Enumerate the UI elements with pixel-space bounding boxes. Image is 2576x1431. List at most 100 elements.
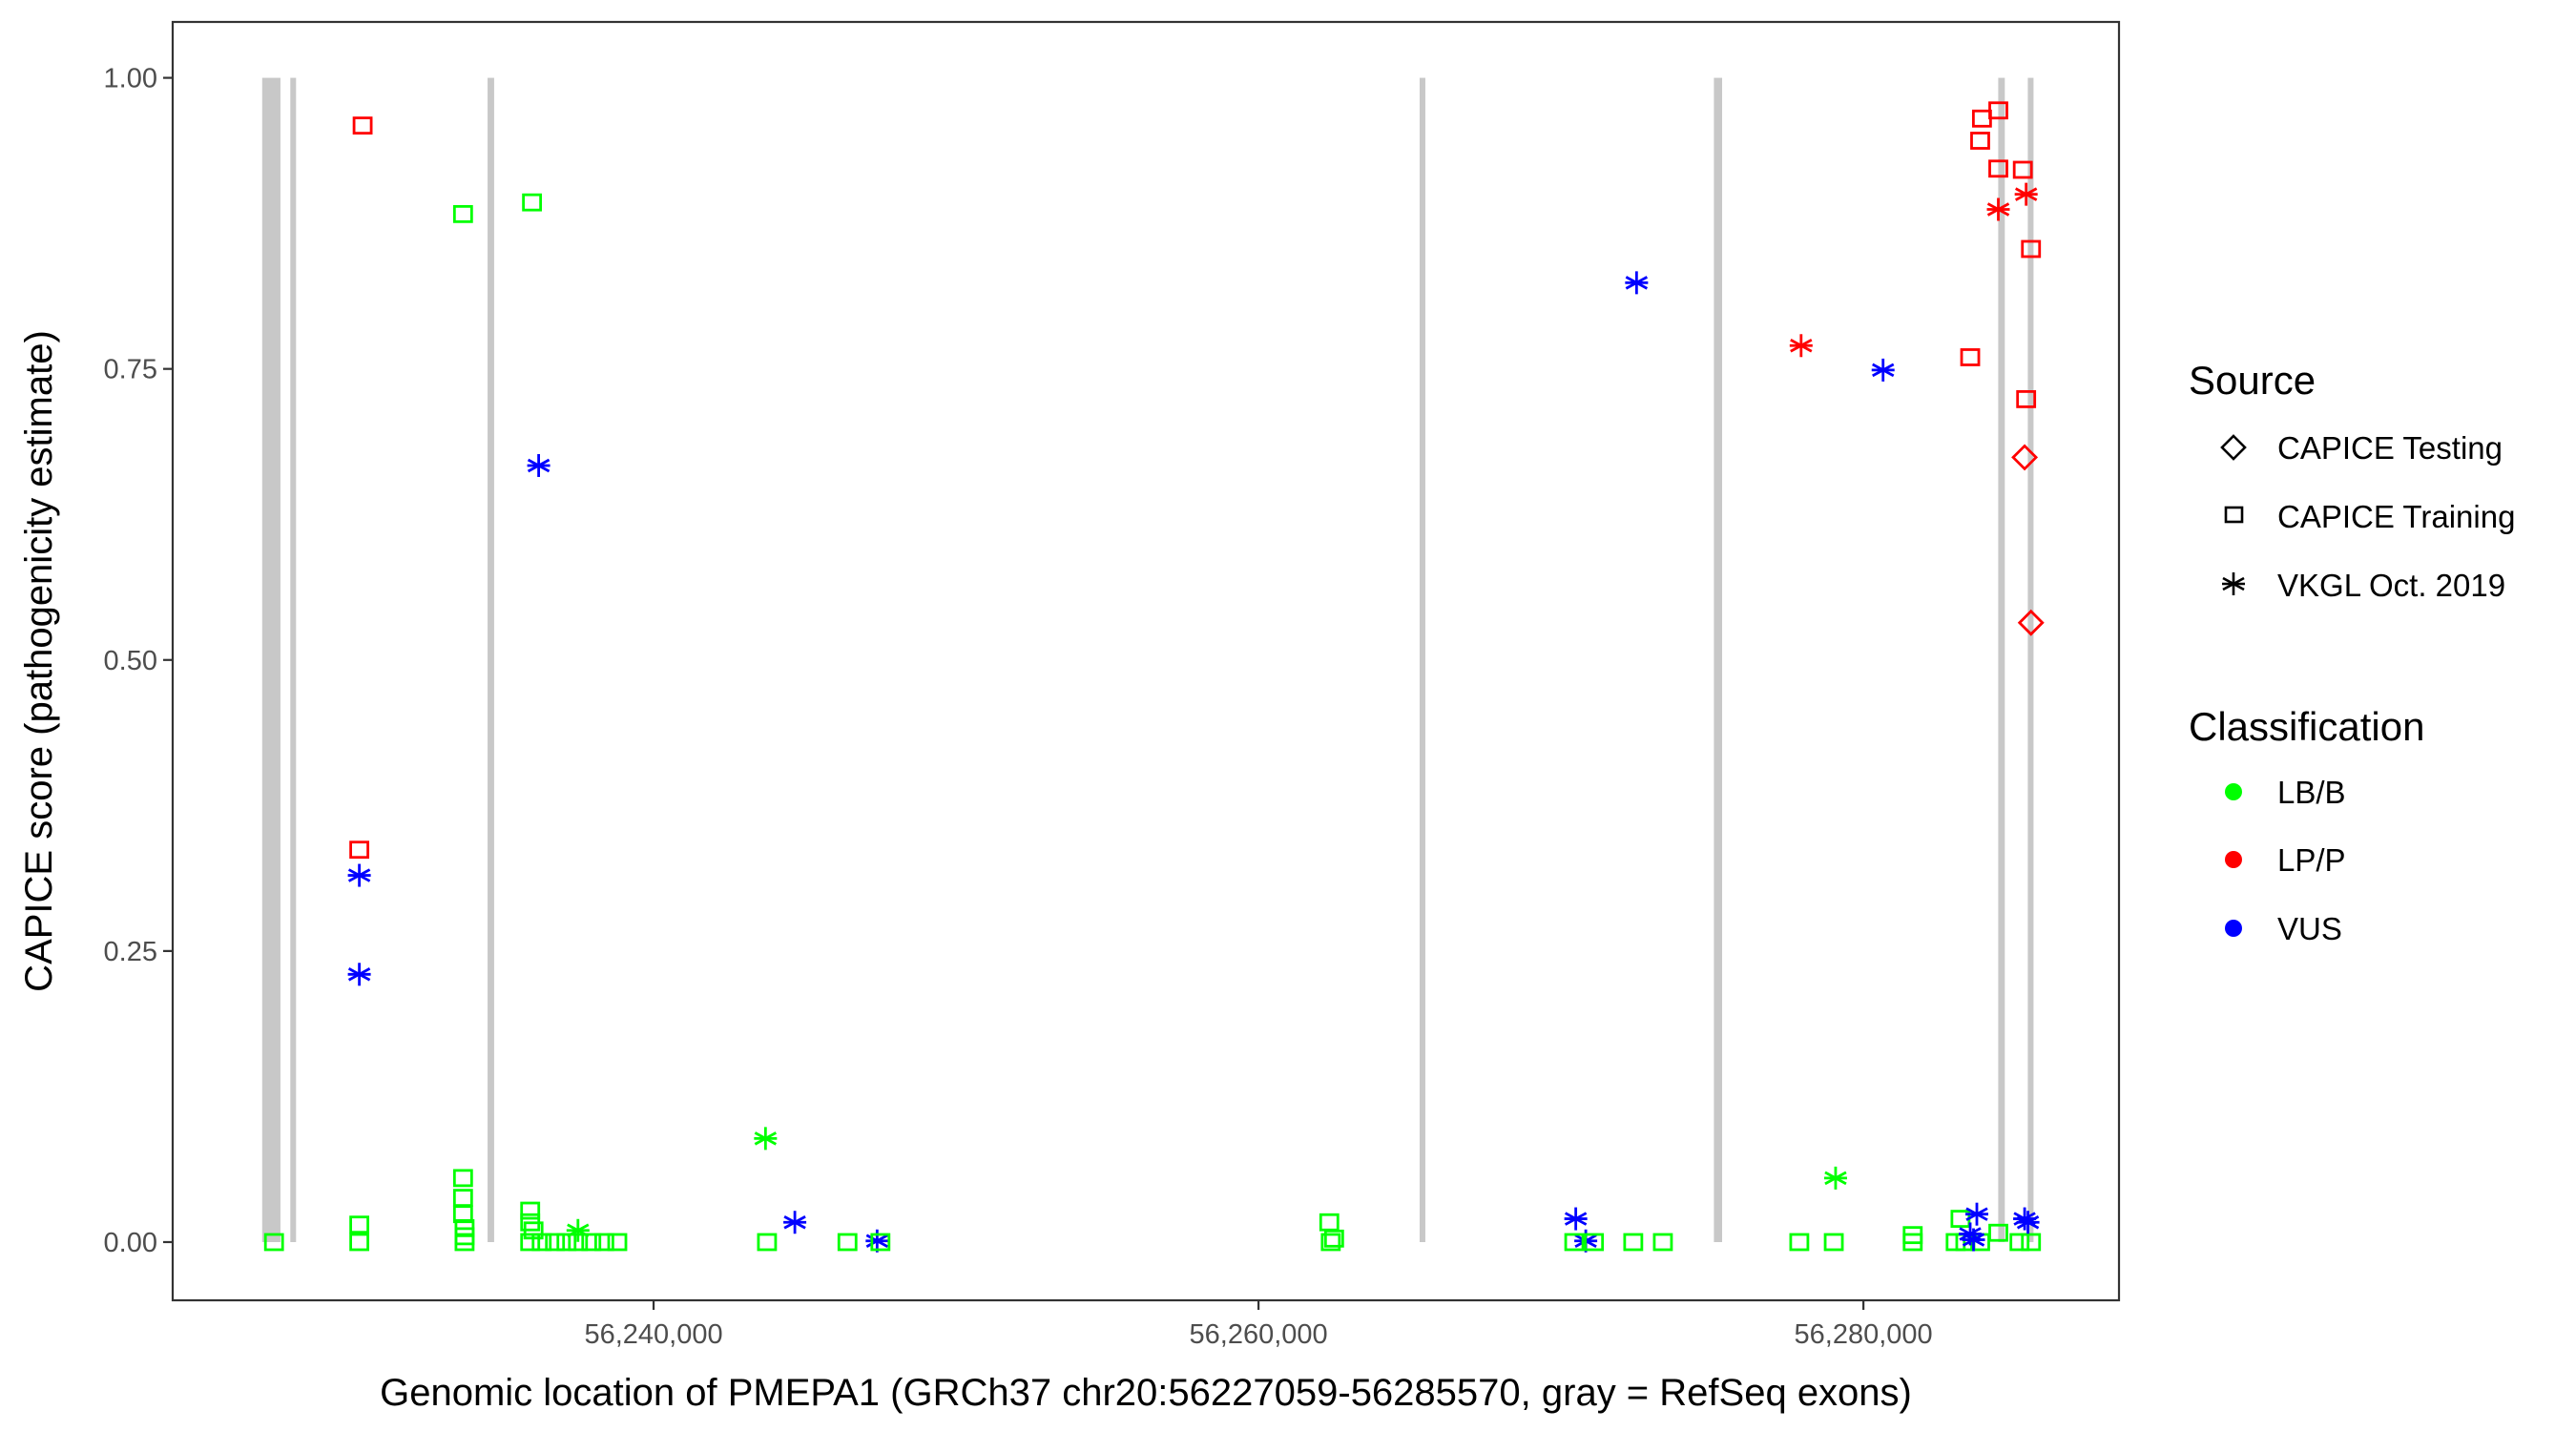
point-square — [1988, 101, 2008, 120]
point-square — [2009, 1233, 2030, 1252]
point-square — [520, 1201, 541, 1220]
point-square — [568, 1233, 589, 1252]
point-square — [349, 1215, 369, 1234]
exon-band — [1998, 77, 2005, 1242]
y-tick-label: 0.00 — [104, 1228, 157, 1258]
diamond-icon — [2220, 434, 2247, 461]
point-square — [352, 116, 373, 135]
point-square — [531, 1233, 552, 1252]
legend-item-vus: VUS — [2225, 911, 2342, 946]
legend-label: CAPICE Testing — [2277, 430, 2503, 466]
plot-frame — [171, 20, 2121, 1302]
legend-item-capice-training: CAPICE Training — [2224, 499, 2515, 534]
point-square — [1988, 1223, 2008, 1242]
point-asterisk — [754, 1127, 778, 1151]
point-square — [1960, 348, 1981, 366]
legend-classification: Classification LB/B LP/P VUS — [2189, 704, 2424, 946]
asterisk-icon — [2222, 572, 2245, 595]
green-dot-icon — [2225, 783, 2242, 800]
point-asterisk — [527, 453, 551, 477]
point-square — [263, 1233, 284, 1252]
point-square — [593, 1233, 614, 1252]
exon-band — [290, 77, 297, 1242]
x-tick-label: 56,280,000 — [1795, 1319, 1933, 1350]
legend-item-capice-testing: CAPICE Testing — [2220, 430, 2503, 466]
point-square — [2012, 160, 2033, 179]
legend-source-title: Source — [2189, 358, 2316, 403]
point-asterisk — [1823, 1166, 1847, 1190]
y-tick-label: 1.00 — [104, 64, 157, 94]
point-square — [607, 1233, 628, 1252]
point-square — [454, 1233, 475, 1252]
legend-item-lb-b: LB/B — [2225, 775, 2346, 810]
exon-band — [1419, 77, 1425, 1242]
y-tick-label: 0.25 — [104, 937, 157, 967]
point-square — [2016, 390, 2037, 408]
point-square — [1584, 1233, 1605, 1252]
point-asterisk — [1564, 1207, 1588, 1231]
point-asterisk — [865, 1229, 889, 1253]
point-square — [556, 1233, 577, 1252]
exon-band — [1714, 77, 1723, 1242]
point-square — [1323, 1229, 1344, 1248]
point-square — [1623, 1233, 1644, 1252]
point-square — [1902, 1233, 1923, 1252]
exon-band — [261, 77, 280, 1242]
y-axis-ticks: 0.00 0.25 0.50 0.75 1.00 — [104, 64, 173, 1258]
point-square — [1970, 132, 1990, 150]
point-square — [1564, 1233, 1585, 1252]
point-asterisk — [347, 863, 371, 887]
x-tick-label: 56,260,000 — [1190, 1319, 1328, 1350]
legend-label: VUS — [2277, 911, 2342, 946]
point-square — [2021, 239, 2042, 259]
legend-source: Source CAPICE Testing CAPICE Training VK… — [2189, 358, 2515, 603]
point-asterisk — [1965, 1202, 1989, 1226]
point-asterisk — [1986, 197, 2010, 221]
point-asterisk — [783, 1211, 807, 1234]
y-axis-title: CAPICE score (pathogenicity estimate) — [18, 330, 60, 992]
point-square — [2021, 1233, 2042, 1252]
point-square — [545, 1233, 566, 1252]
point-asterisk — [347, 963, 371, 986]
point-asterisk — [1871, 358, 1895, 382]
legend-classification-title: Classification — [2189, 704, 2424, 749]
point-square — [757, 1233, 778, 1252]
point-asterisk — [1962, 1228, 1985, 1252]
y-tick-label: 0.50 — [104, 646, 157, 676]
legend-label: VKGL Oct. 2019 — [2277, 568, 2505, 603]
x-axis-title: Genomic location of PMEPA1 (GRCh37 chr20… — [380, 1372, 1912, 1414]
point-square — [1789, 1233, 1810, 1252]
point-square — [349, 840, 369, 860]
point-square — [1988, 159, 2008, 178]
blue-dot-icon — [2225, 920, 2242, 937]
exon-band — [488, 77, 494, 1242]
x-tick-label: 56,240,000 — [584, 1319, 722, 1350]
legend-label: CAPICE Training — [2277, 499, 2515, 534]
point-square — [581, 1233, 602, 1252]
point-square — [1652, 1233, 1673, 1252]
point-square — [452, 204, 473, 223]
point-asterisk — [2016, 1211, 2040, 1234]
square-icon — [2224, 506, 2244, 524]
legend-item-lp-p: LP/P — [2225, 842, 2346, 878]
legend-item-vkgl: VKGL Oct. 2019 — [2222, 568, 2505, 603]
point-square — [870, 1233, 891, 1252]
point-diamond — [2017, 609, 2045, 636]
y-tick-label: 0.75 — [104, 355, 157, 385]
point-square — [837, 1233, 858, 1252]
point-asterisk — [1789, 334, 1813, 358]
point-square — [1823, 1233, 1844, 1252]
point-diamond — [2011, 444, 2039, 471]
legend-label: LB/B — [2277, 775, 2346, 810]
point-asterisk — [2014, 182, 2038, 206]
x-axis-ticks: 56,240,000 56,260,000 56,280,000 — [584, 1300, 1933, 1350]
red-dot-icon — [2225, 851, 2242, 868]
point-square — [522, 193, 543, 212]
exon-bands — [261, 77, 2034, 1242]
legend-label: LP/P — [2277, 842, 2346, 878]
data-points — [263, 101, 2045, 1253]
point-square — [349, 1233, 369, 1252]
plot-background — [173, 22, 2119, 1300]
point-asterisk — [1625, 271, 1649, 295]
